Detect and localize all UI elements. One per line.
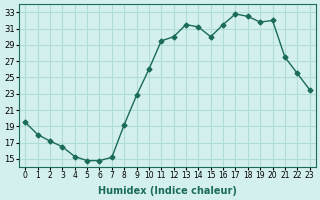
X-axis label: Humidex (Indice chaleur): Humidex (Indice chaleur) xyxy=(98,186,237,196)
